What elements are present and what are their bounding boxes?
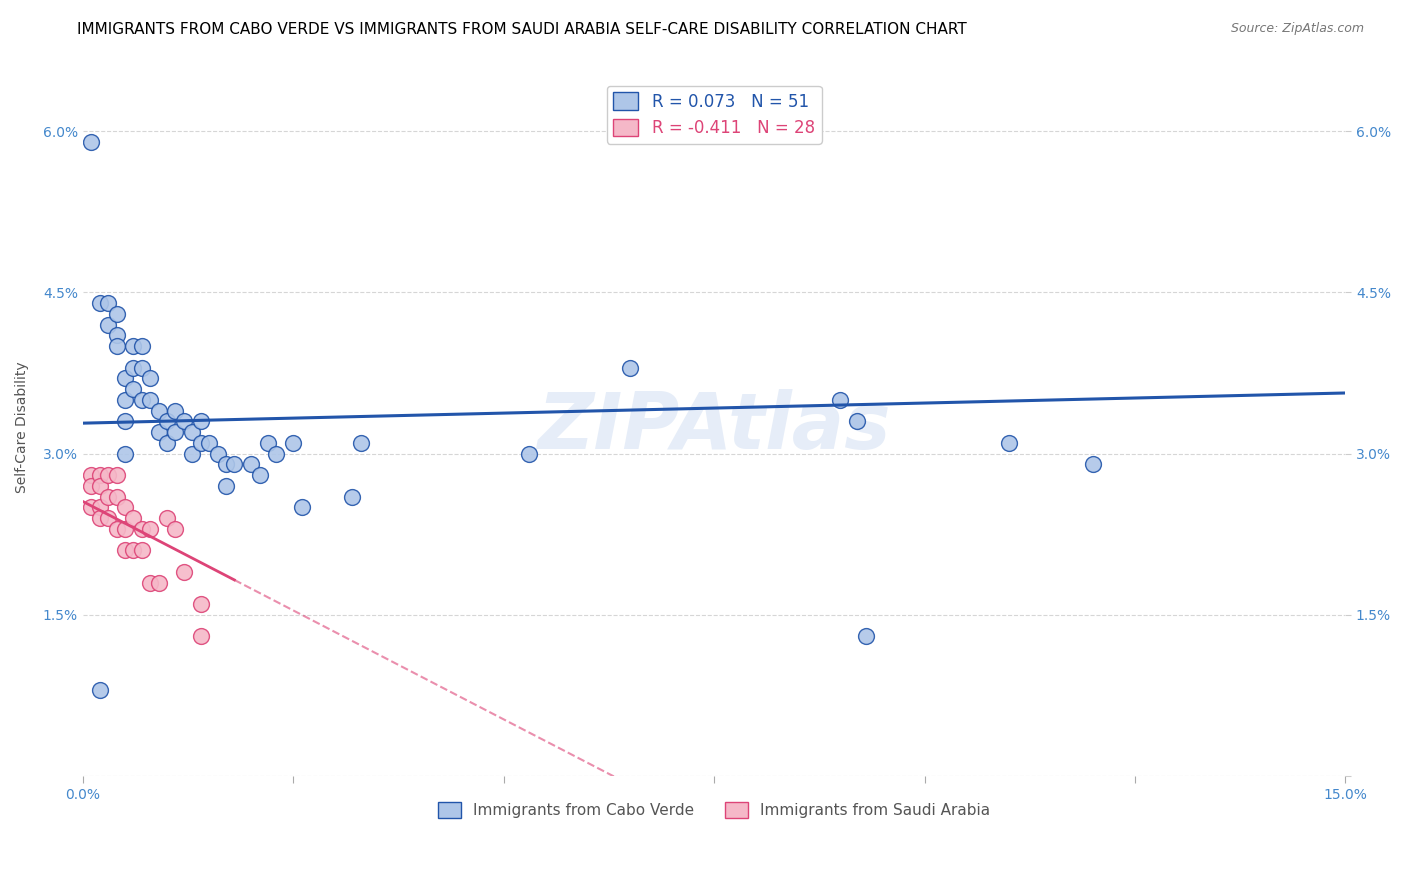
Point <box>97 296 120 310</box>
Point <box>619 360 641 375</box>
Point <box>131 339 153 353</box>
Point <box>89 296 111 310</box>
Point <box>114 543 136 558</box>
Point <box>105 490 128 504</box>
Point <box>114 414 136 428</box>
Legend: Immigrants from Cabo Verde, Immigrants from Saudi Arabia: Immigrants from Cabo Verde, Immigrants f… <box>432 797 997 824</box>
Point <box>165 425 187 440</box>
Point <box>215 458 238 472</box>
Point <box>215 479 238 493</box>
Point <box>139 392 162 407</box>
Point <box>97 468 120 483</box>
Point <box>190 629 212 643</box>
Point <box>855 629 877 643</box>
Point <box>97 511 120 525</box>
Point <box>165 403 187 417</box>
Point <box>266 447 288 461</box>
Point <box>80 479 103 493</box>
Point <box>249 468 271 483</box>
Point <box>830 392 852 407</box>
Point <box>139 371 162 385</box>
Point <box>97 490 120 504</box>
Point <box>173 414 195 428</box>
Point <box>997 436 1019 450</box>
Point <box>207 447 229 461</box>
Point <box>114 500 136 515</box>
Point <box>148 403 170 417</box>
Point <box>342 490 364 504</box>
Point <box>181 425 204 440</box>
Point <box>114 522 136 536</box>
Point <box>156 436 179 450</box>
Point <box>156 414 179 428</box>
Point <box>89 468 111 483</box>
Point <box>122 543 145 558</box>
Text: Source: ZipAtlas.com: Source: ZipAtlas.com <box>1230 22 1364 36</box>
Point <box>131 543 153 558</box>
Point <box>291 500 314 515</box>
Text: IMMIGRANTS FROM CABO VERDE VS IMMIGRANTS FROM SAUDI ARABIA SELF-CARE DISABILITY : IMMIGRANTS FROM CABO VERDE VS IMMIGRANTS… <box>77 22 967 37</box>
Point <box>80 500 103 515</box>
Point <box>257 436 280 450</box>
Point <box>190 597 212 611</box>
Point <box>148 575 170 590</box>
Point <box>97 318 120 332</box>
Point <box>846 414 869 428</box>
Point <box>148 425 170 440</box>
Point <box>89 479 111 493</box>
Point <box>105 307 128 321</box>
Point <box>122 382 145 396</box>
Point <box>198 436 221 450</box>
Point <box>131 392 153 407</box>
Point <box>114 447 136 461</box>
Point <box>1081 458 1104 472</box>
Point <box>114 392 136 407</box>
Point <box>173 565 195 579</box>
Point <box>131 522 153 536</box>
Point <box>105 328 128 343</box>
Point <box>105 522 128 536</box>
Point <box>122 339 145 353</box>
Point <box>114 371 136 385</box>
Point <box>80 468 103 483</box>
Point <box>190 414 212 428</box>
Point <box>517 447 540 461</box>
Point <box>139 575 162 590</box>
Point <box>80 135 103 149</box>
Point <box>190 436 212 450</box>
Point <box>224 458 246 472</box>
Point <box>89 683 111 698</box>
Point <box>350 436 373 450</box>
Point <box>240 458 263 472</box>
Point <box>122 360 145 375</box>
Y-axis label: Self-Care Disability: Self-Care Disability <box>15 361 30 492</box>
Point <box>122 511 145 525</box>
Point <box>165 522 187 536</box>
Point <box>131 360 153 375</box>
Text: ZIPAtlas: ZIPAtlas <box>537 389 891 465</box>
Point <box>89 500 111 515</box>
Point <box>181 447 204 461</box>
Point <box>105 339 128 353</box>
Point <box>105 468 128 483</box>
Point <box>156 511 179 525</box>
Point <box>283 436 305 450</box>
Point <box>139 522 162 536</box>
Point <box>89 511 111 525</box>
